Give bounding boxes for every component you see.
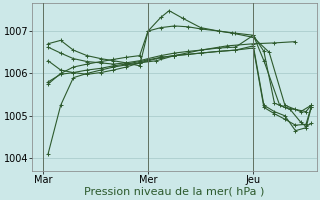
X-axis label: Pression niveau de la mer( hPa ): Pression niveau de la mer( hPa ) [84,187,265,197]
